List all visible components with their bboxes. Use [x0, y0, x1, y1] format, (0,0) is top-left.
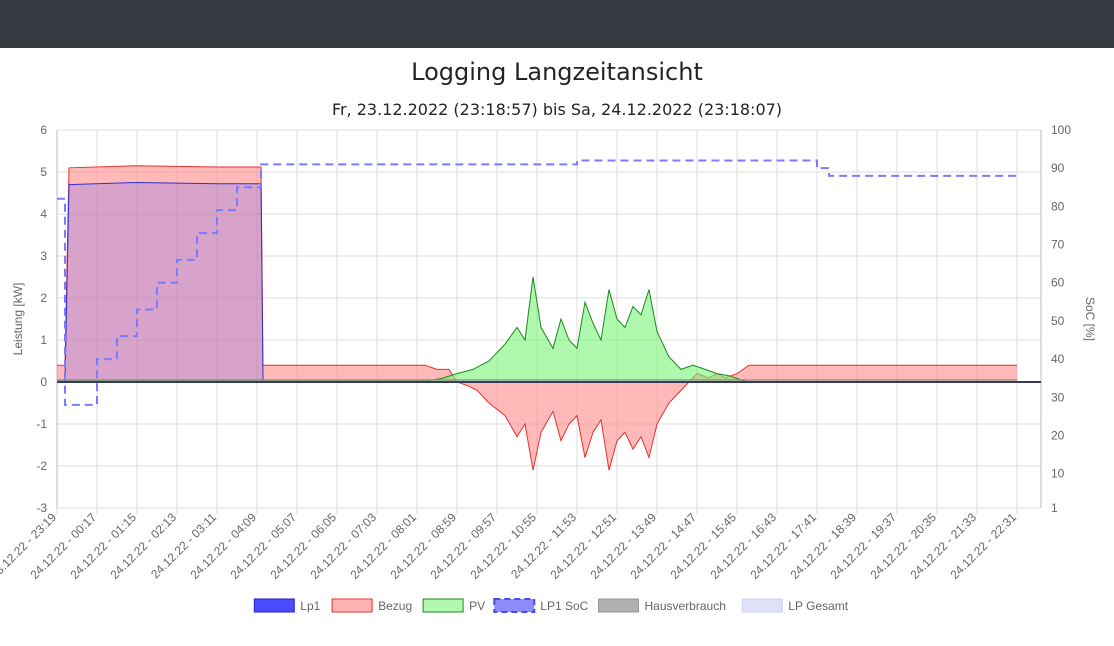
y-tick-label: 5: [40, 165, 47, 179]
legend-label-hausverbrauch: Hausverbrauch: [645, 599, 726, 613]
y2-tick-label: 100: [1051, 123, 1071, 137]
y2-tick-label: 50: [1051, 314, 1065, 328]
y-tick-label: -2: [36, 459, 47, 473]
series-area-bezug: [57, 165, 1017, 471]
series-area-pv: [57, 277, 1017, 382]
y2-tick-label: 90: [1051, 161, 1065, 175]
top-navbar: [0, 0, 1114, 48]
y2-tick-label: 70: [1051, 238, 1065, 252]
y-tick-label: 1: [40, 333, 47, 347]
legend-swatch-pv: [422, 598, 464, 613]
legend-label-lp-gesamt: LP Gesamt: [788, 599, 848, 613]
legend-swatch-lp1-soc: [493, 598, 536, 613]
y2-tick-label: 1: [1051, 501, 1058, 515]
y-tick-label: -1: [36, 417, 47, 431]
legend-label-lp1: Lp1: [300, 599, 320, 613]
series-area-lp1: [57, 182, 1017, 382]
y-axis-title: Leistung [kW]: [11, 283, 25, 356]
legend-label-lp1-soc: LP1 SoC: [540, 599, 588, 613]
y-tick-label: 3: [40, 249, 47, 263]
y-tick-label: -3: [36, 501, 47, 515]
y2-tick-label: 10: [1051, 467, 1065, 481]
legend-label-bezug: Bezug: [378, 599, 412, 613]
date-range-subtitle: Fr, 23.12.2022 (23:18:57) bis Sa, 24.12.…: [331, 100, 783, 119]
legend-swatch-lp-gesamt: [741, 598, 783, 613]
series-line-pv: [57, 276, 1017, 383]
y2-tick-label: 60: [1051, 276, 1065, 290]
y2-tick-label: 30: [1051, 390, 1065, 404]
legend-label-pv: PV: [469, 599, 485, 613]
y2-axis-title: SoC [%]: [1083, 297, 1097, 341]
y-tick-label: 4: [40, 207, 47, 221]
page-title: Logging Langzeitansicht: [411, 58, 703, 86]
y2-tick-label: 80: [1051, 199, 1065, 213]
legend-swatch-lp1: [253, 598, 295, 613]
legend-swatch-hausverbrauch: [598, 598, 639, 613]
y2-tick-label: 20: [1051, 428, 1065, 442]
series-line-lp1-soc: [57, 159, 1017, 406]
y-tick-label: 0: [40, 375, 47, 389]
y-tick-label: 6: [40, 123, 47, 137]
y-tick-label: 2: [40, 291, 47, 305]
legend-swatch-bezug: [331, 598, 373, 613]
y2-tick-label: 40: [1051, 352, 1065, 366]
